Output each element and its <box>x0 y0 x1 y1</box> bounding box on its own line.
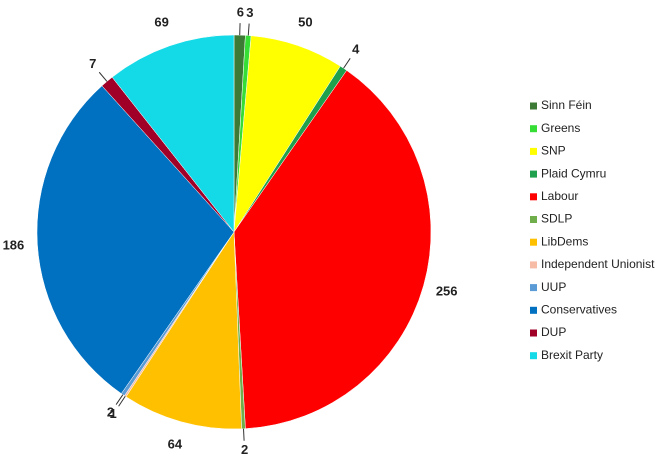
legend-swatch <box>530 125 537 133</box>
leader-line <box>98 71 108 82</box>
legend-swatch <box>530 193 537 201</box>
legend-swatch <box>530 261 537 269</box>
legend-label: Independent Unionist <box>541 257 655 271</box>
data-label: 3 <box>246 5 253 20</box>
legend-swatch <box>530 329 537 337</box>
legend-label: LibDems <box>541 234 588 248</box>
data-label: 256 <box>436 284 458 299</box>
legend-label: SNP <box>541 144 566 158</box>
leader-line <box>243 428 245 441</box>
legend-label: Brexit Party <box>541 348 603 362</box>
legend-label: Sinn Féin <box>541 98 592 112</box>
leader-line <box>115 394 124 405</box>
data-label: 2 <box>241 442 248 457</box>
data-label: 6 <box>237 5 244 20</box>
data-label: 64 <box>168 436 183 451</box>
legend-swatch <box>530 147 537 155</box>
pie-slice <box>125 231 242 430</box>
legend-label: DUP <box>541 325 566 339</box>
data-label: 4 <box>352 41 360 56</box>
legend-label: Conservatives <box>541 302 617 316</box>
legend-swatch <box>530 238 537 246</box>
leader-line <box>118 395 126 407</box>
legend-label: Greens <box>541 121 580 135</box>
data-label: 69 <box>154 15 168 30</box>
data-label: 2 <box>107 404 114 419</box>
legend-swatch <box>530 170 537 178</box>
pie-slice <box>111 34 235 233</box>
data-label: 186 <box>3 237 25 252</box>
data-label: 1 <box>109 406 116 421</box>
legend-label: SDLP <box>541 212 572 226</box>
pie-slice <box>233 70 432 429</box>
legend-swatch <box>530 352 537 360</box>
legend-label: Plaid Cymru <box>541 166 606 180</box>
pie-slice <box>233 35 341 233</box>
leader-line <box>247 23 250 36</box>
legend-swatch <box>530 102 537 110</box>
legend-swatch <box>530 216 537 223</box>
legend-label: Labour <box>541 189 578 203</box>
legend-swatch <box>530 284 537 292</box>
leader-line <box>343 58 351 69</box>
legend-label: UUP <box>541 280 566 294</box>
legend-swatch <box>530 306 537 314</box>
data-label: 7 <box>89 56 96 71</box>
data-label: 50 <box>298 14 312 29</box>
pie-slice <box>36 85 235 394</box>
